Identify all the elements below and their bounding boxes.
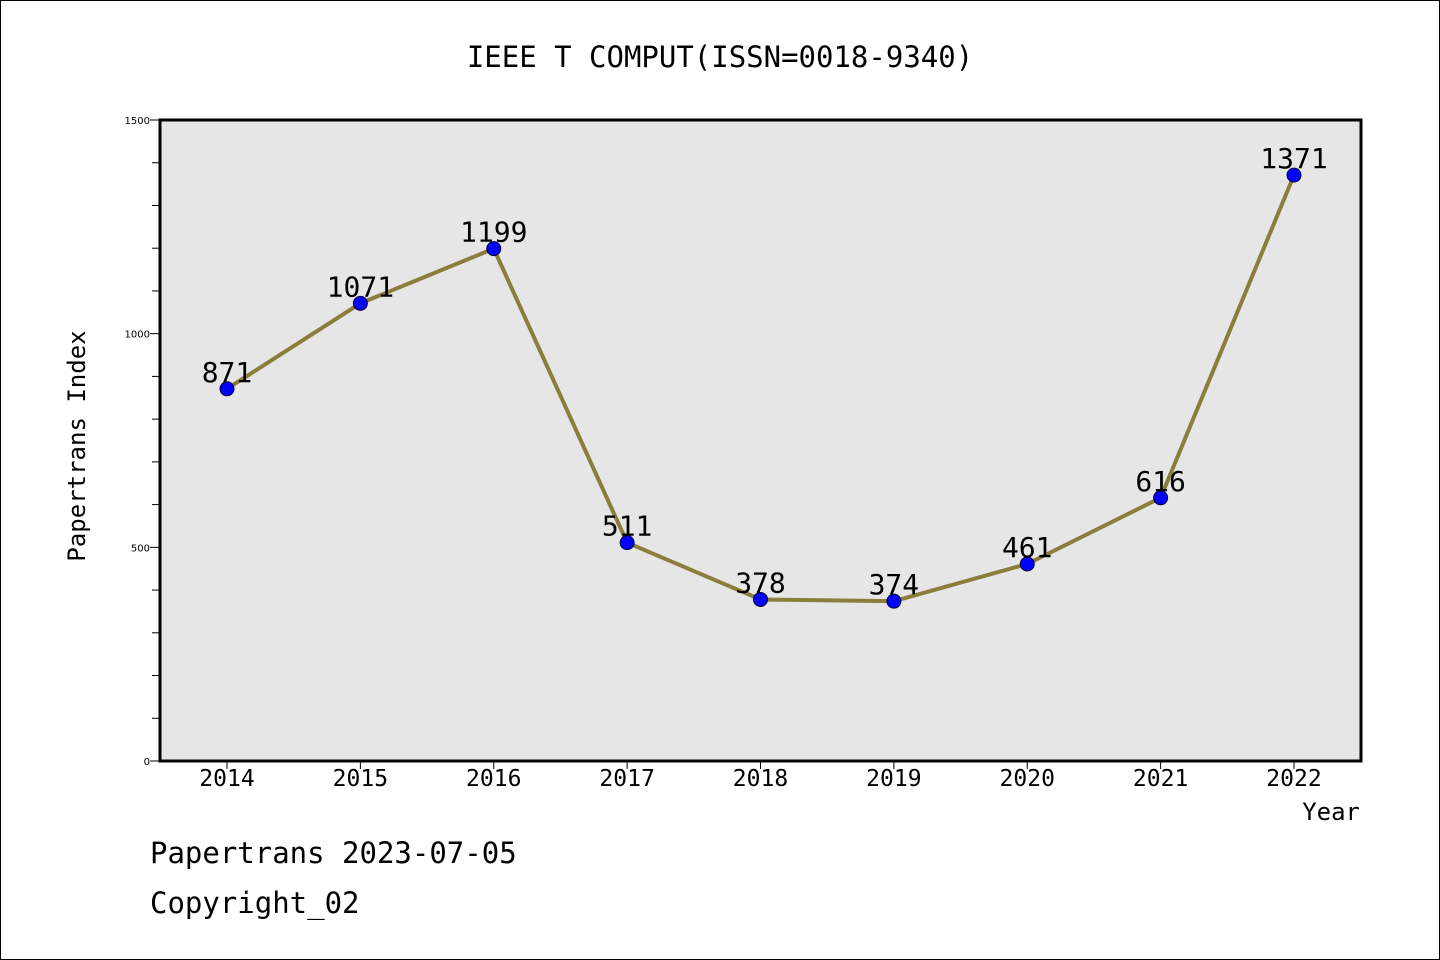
plot-area xyxy=(158,118,1363,763)
x-tick-label: 2014 xyxy=(199,766,254,792)
y-tick-label: 0 xyxy=(144,757,150,768)
data-label: 374 xyxy=(869,568,920,601)
chart-title: IEEE T COMPUT(ISSN=0018-9340) xyxy=(467,40,973,74)
x-tick-label: 2019 xyxy=(866,766,921,792)
data-label: 616 xyxy=(1135,465,1186,498)
y-tick-label: 500 xyxy=(131,543,150,554)
x-tick-label: 2021 xyxy=(1133,766,1188,792)
data-label: 511 xyxy=(602,510,653,543)
data-point xyxy=(219,381,235,397)
data-label: 461 xyxy=(1002,531,1053,564)
data-point xyxy=(886,593,902,609)
data-point xyxy=(1153,490,1169,506)
data-label: 1199 xyxy=(460,216,527,249)
x-axis: 2014 2015 2016 2017 2018 2019 2020 2021 2022 xyxy=(199,761,1322,792)
data-label: 1071 xyxy=(327,270,394,303)
x-tick-label: 2022 xyxy=(1266,766,1321,792)
x-tick-label: 2015 xyxy=(333,766,388,792)
data-point xyxy=(619,535,635,551)
y-axis: 0 500 1000 1500 xyxy=(125,116,160,768)
data-point xyxy=(1019,556,1035,572)
x-tick-label: 2017 xyxy=(599,766,654,792)
footer-copyright: Copyright_02 xyxy=(150,886,360,920)
data-point xyxy=(753,591,768,607)
data-label: 378 xyxy=(735,566,786,599)
data-point xyxy=(486,241,502,257)
data-label: 1371 xyxy=(1260,142,1327,175)
y-axis-label: Papertrans Index xyxy=(63,330,91,561)
series-layer: 871 1071 1199 511 378 374 461 616 1371 xyxy=(202,142,1328,609)
x-axis-label: Year xyxy=(1302,798,1360,826)
footer-date: Papertrans 2023-07-05 xyxy=(150,836,517,870)
data-label: 871 xyxy=(202,356,253,389)
data-point xyxy=(1286,167,1302,183)
x-tick-label: 2020 xyxy=(1000,766,1055,792)
x-tick-label: 2018 xyxy=(733,766,788,792)
data-point xyxy=(352,295,368,311)
y-tick-label: 1500 xyxy=(125,116,150,127)
y-tick-label: 1000 xyxy=(125,330,150,341)
x-tick-label: 2016 xyxy=(466,766,521,792)
